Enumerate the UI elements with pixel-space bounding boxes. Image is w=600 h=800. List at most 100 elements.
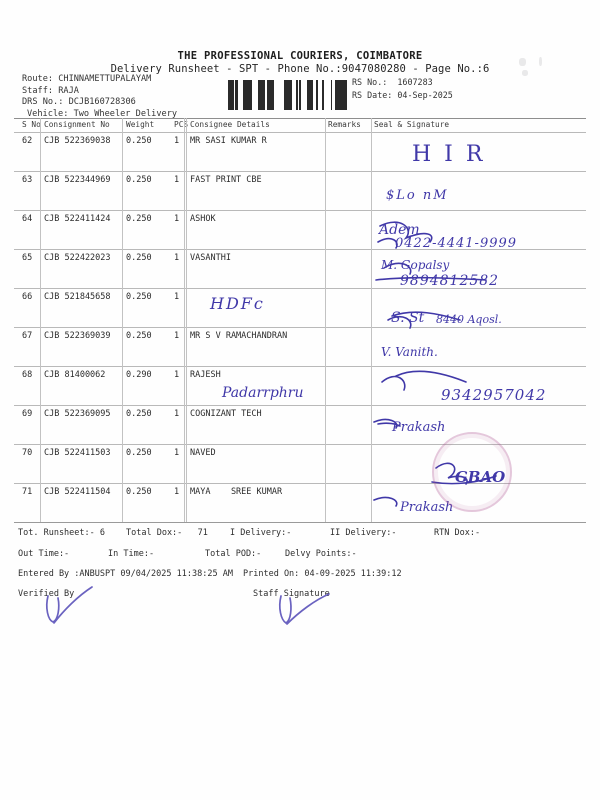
scan-artifact [539,57,542,66]
cell-pcs: 1 [174,448,180,458]
table-row-divider [14,366,586,367]
vehicle-label: Vehicle: Two Wheeler Delivery [27,108,178,119]
cell-pcs: 1 [174,175,180,185]
cell-consignee: MR S V RAMACHANDRAN [190,331,288,341]
cell-pcs: 1 [174,136,180,146]
cell-consignment: CJB 81400062 [44,370,106,380]
column-header-pcs: PCS [174,120,189,129]
cell-pcs: 1 [174,331,180,341]
cell-consignment: CJB 521845658 [44,292,111,302]
cell-weight: 0.250 [126,331,152,341]
table-column-divider [186,118,187,522]
entered-by: Entered By :ANBUSPT 09/04/2025 11:38:25 … [18,569,233,579]
cell-weight: 0.250 [126,448,152,458]
cell-consignee: FAST PRINT CBE [190,175,262,185]
staff-label: Staff: RAJA [22,85,79,96]
footer-divider [14,522,586,523]
rtn-dox: RTN Dox:- [434,528,481,538]
drs-no-label: DRS No.: DCJB160728306 [22,97,136,108]
cell-consignee: MR SASI KUMAR R [190,136,267,146]
rs-no-label: RS No.: 1607283 [352,77,433,87]
cell-sno: 68 [22,370,33,380]
cell-sno: 64 [22,214,33,224]
cell-pcs: 1 [174,253,180,263]
column-header-consignment: Consignment No [44,120,110,129]
table-row-divider [14,405,586,406]
cell-weight: 0.250 [126,175,152,185]
runsheet-table: S No Consignment No Weight PCS Consignee Det… [14,118,586,523]
column-header-remarks: Remarks [328,120,361,129]
table-row-divider [14,132,586,133]
cell-consignment: CJB 522411424 [44,214,111,224]
column-header-sno: S No [22,120,41,129]
cell-sno: 66 [22,292,33,302]
cell-sno: 71 [22,487,33,497]
cell-consignment: CJB 522344969 [44,175,111,185]
table-column-divider [40,118,41,522]
table-row-divider [14,118,586,119]
cell-consignee: VASANTHI [190,253,231,263]
table-row-divider [14,483,586,484]
header-left-block: Route: CHINNAMETTUPALAYAM Staff: RAJA DR… [22,74,177,120]
table-row-divider [14,249,586,250]
cell-consignment: CJB 522369038 [44,136,111,146]
cell-sno: 67 [22,331,33,341]
cell-consignment: CJB 522369095 [44,409,111,419]
scan-artifact [519,58,526,66]
delivery-points: Delvy Points:- [285,549,357,559]
cell-weight: 0.250 [126,292,152,302]
rs-date-label: RS Date: 04-Sep-2025 [352,89,453,100]
table-row-divider [14,288,586,289]
company-title: THE PROFESSIONAL COURIERS, COIMBATORE [177,50,423,62]
column-header-weight: Weight [126,120,155,129]
cell-weight: 0.250 [126,136,152,146]
cell-weight: 0.250 [126,409,152,419]
cell-weight: 0.250 [126,253,152,263]
cell-consignee: RAJESH [190,370,221,380]
document-subtitle: Delivery Runsheet - SPT - Phone No.:9047… [110,63,490,75]
table-row-divider [14,171,586,172]
total-dox: Total Dox:- 71 [126,528,208,538]
cell-consignment: CJB 522411504 [44,487,111,497]
route-label: Route: CHINNAMETTUPALAYAM [22,74,152,84]
table-row-divider [14,210,586,211]
cell-sno: 69 [22,409,33,419]
cell-consignment: CJB 522369039 [44,331,111,341]
cell-sno: 63 [22,175,33,185]
column-header-consignee: Consignee Details [190,120,270,129]
cell-weight: 0.250 [126,214,152,224]
cell-sno: 65 [22,253,33,263]
staff-signature-label: Staff Signature [253,589,330,599]
runsheet-barcode [228,80,350,110]
table-column-divider [122,118,123,522]
verified-by-label: Verified By [18,589,75,599]
table-row-divider [14,327,586,328]
cell-consignee: MAYA SREE KUMAR [190,487,283,497]
cell-consignment: CJB 522411503 [44,448,111,458]
cell-pcs: 1 [174,292,180,302]
cell-consignment: CJB 522422023 [44,253,111,263]
column-header-seal: Seal & Signature [374,120,450,129]
table-row-divider [14,444,586,445]
table-column-divider [184,118,185,522]
cell-consignee: NAVED [190,448,216,458]
first-delivery: I Delivery:- [230,528,292,538]
cell-weight: 0.290 [126,370,152,380]
scan-artifact [522,70,528,76]
cell-sno: 62 [22,136,33,146]
cell-pcs: 1 [174,370,180,380]
in-time: In Time:- [108,549,155,559]
cell-sno: 70 [22,448,33,458]
printed-on: Printed On: 04-09-2025 11:39:12 [243,569,402,579]
second-delivery: II Delivery:- [330,528,397,538]
out-time: Out Time:- [18,549,70,559]
table-column-divider [325,118,326,522]
table-column-divider [371,118,372,522]
cell-pcs: 1 [174,214,180,224]
header-right-block: RS No.: 1607283 RS Date: 04-Sep-2025 [352,76,453,101]
cell-consignee: ASHOK [190,214,216,224]
cell-pcs: 1 [174,487,180,497]
cell-pcs: 1 [174,409,180,419]
total-runsheet: Tot. Runsheet:- 6 [18,528,105,538]
